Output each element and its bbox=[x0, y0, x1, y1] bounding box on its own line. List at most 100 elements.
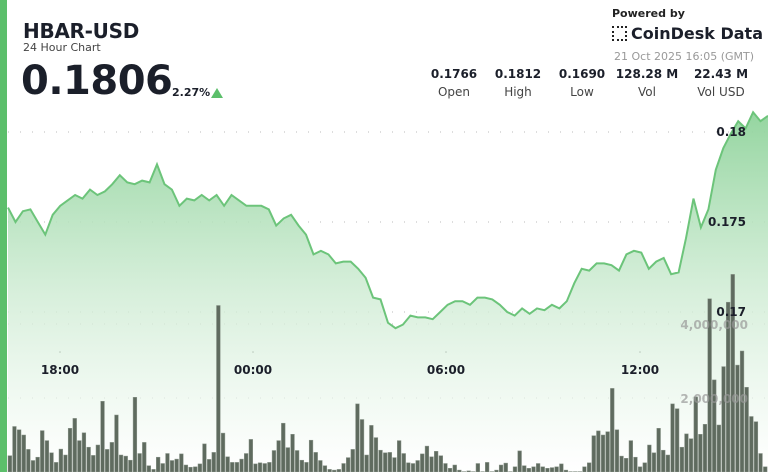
volume-bar bbox=[109, 442, 114, 472]
volume-bar bbox=[318, 460, 323, 472]
volume-bar bbox=[679, 446, 684, 472]
volume-bar bbox=[313, 452, 318, 472]
volume-bar bbox=[716, 424, 721, 472]
volume-bar bbox=[114, 414, 119, 472]
volume-bar bbox=[369, 425, 374, 472]
volume-bar bbox=[165, 453, 170, 472]
price-tick-label: 0.18 bbox=[716, 125, 746, 139]
volume-bar bbox=[364, 454, 369, 472]
volume-bar bbox=[202, 443, 207, 472]
volume-bar bbox=[730, 274, 735, 472]
volume-bar bbox=[600, 434, 606, 472]
volume-bar bbox=[688, 438, 694, 472]
volume-bar bbox=[188, 466, 193, 472]
volume-bar bbox=[146, 465, 151, 472]
volume-bar bbox=[179, 453, 184, 472]
stat-low: 0.1690 Low bbox=[547, 67, 617, 99]
volume-bar bbox=[517, 450, 522, 472]
volume-bar bbox=[614, 429, 620, 472]
volume-bar bbox=[452, 464, 457, 472]
time-tick-label: 00:00 bbox=[234, 363, 272, 377]
brand-name: CoinDesk Data bbox=[631, 24, 763, 43]
symbol-title: HBAR-USD bbox=[23, 19, 140, 43]
price-tick-label: 0.17 bbox=[716, 305, 746, 319]
volume-bar bbox=[605, 431, 610, 472]
volume-bar bbox=[100, 401, 105, 472]
volume-tick-label: 4,000,000 bbox=[680, 318, 748, 332]
volume-bar bbox=[137, 453, 142, 472]
volume-bar bbox=[257, 462, 263, 472]
stat-label: Vol bbox=[638, 85, 656, 99]
volume-bar bbox=[406, 462, 411, 472]
volume-bar bbox=[207, 459, 212, 472]
volume-bar bbox=[276, 440, 281, 472]
price-change: 2.27% bbox=[172, 86, 211, 99]
stat-high: 0.1812 High bbox=[483, 67, 553, 99]
volume-bar bbox=[26, 449, 31, 472]
volume-bar bbox=[262, 463, 267, 472]
volume-bar bbox=[230, 462, 235, 472]
volume-bar bbox=[624, 458, 629, 472]
volume-bar bbox=[415, 460, 420, 472]
volume-bar bbox=[447, 468, 453, 472]
volume-bar bbox=[63, 454, 68, 472]
volume-bar bbox=[95, 444, 100, 472]
stat-value: 0.1690 bbox=[558, 67, 606, 81]
volume-bar bbox=[105, 449, 110, 472]
volume-bar bbox=[693, 396, 698, 472]
current-price: 0.1806 bbox=[21, 58, 173, 104]
stat-label: High bbox=[504, 85, 532, 99]
volume-bar bbox=[545, 468, 550, 472]
volume-bar bbox=[142, 442, 147, 472]
volume-bar bbox=[457, 469, 462, 472]
stat-value: 0.1812 bbox=[494, 67, 542, 81]
stat-label: Vol USD bbox=[697, 85, 745, 99]
volume-bar bbox=[295, 450, 300, 472]
volume-bar bbox=[332, 469, 337, 472]
volume-bar bbox=[670, 403, 675, 472]
volume-bar bbox=[749, 416, 754, 472]
volume-bar bbox=[512, 466, 518, 472]
stat-vol: 128.28 M Vol bbox=[612, 67, 682, 99]
volume-bar bbox=[156, 456, 161, 472]
volume-bar bbox=[160, 463, 165, 472]
volume-bar bbox=[72, 418, 77, 472]
volume-bar bbox=[522, 465, 527, 472]
volume-bar bbox=[559, 463, 564, 472]
volume-bar bbox=[183, 464, 189, 472]
volume-bar bbox=[721, 366, 726, 472]
volume-bar bbox=[77, 440, 82, 472]
volume-bar bbox=[355, 403, 360, 472]
volume-bar bbox=[44, 440, 50, 472]
volume-bar bbox=[350, 449, 355, 472]
stat-label: Open bbox=[437, 85, 471, 99]
volume-bar bbox=[494, 469, 499, 472]
volume-bar bbox=[58, 448, 63, 472]
volume-bar bbox=[540, 466, 545, 472]
volume-bar bbox=[169, 460, 175, 472]
volume-bar bbox=[642, 462, 647, 472]
volume-bar bbox=[7, 455, 12, 472]
volume-bar bbox=[397, 440, 402, 472]
volume-bar bbox=[253, 463, 258, 472]
volume-bar bbox=[341, 463, 346, 472]
volume-bar bbox=[726, 301, 731, 472]
up-arrow-icon bbox=[211, 88, 223, 98]
volume-bar bbox=[373, 437, 379, 472]
volume-bar bbox=[12, 426, 17, 472]
volume-bar bbox=[197, 463, 202, 472]
volume-bar bbox=[220, 432, 226, 472]
volume-bar bbox=[536, 463, 541, 472]
volume-bar bbox=[346, 457, 351, 472]
volume-bar bbox=[225, 456, 230, 472]
stat-value: 22.43 M bbox=[693, 67, 749, 81]
volume-bar bbox=[401, 453, 406, 472]
time-tick-label: 06:00 bbox=[427, 363, 465, 377]
volume-bar bbox=[193, 466, 198, 472]
brand-logo: CoinDesk Data bbox=[612, 24, 763, 43]
volume-bar bbox=[628, 440, 633, 472]
volume-bar bbox=[420, 453, 425, 472]
volume-bar bbox=[392, 457, 397, 472]
volume-bar bbox=[81, 432, 87, 472]
volume-bar bbox=[503, 462, 508, 472]
